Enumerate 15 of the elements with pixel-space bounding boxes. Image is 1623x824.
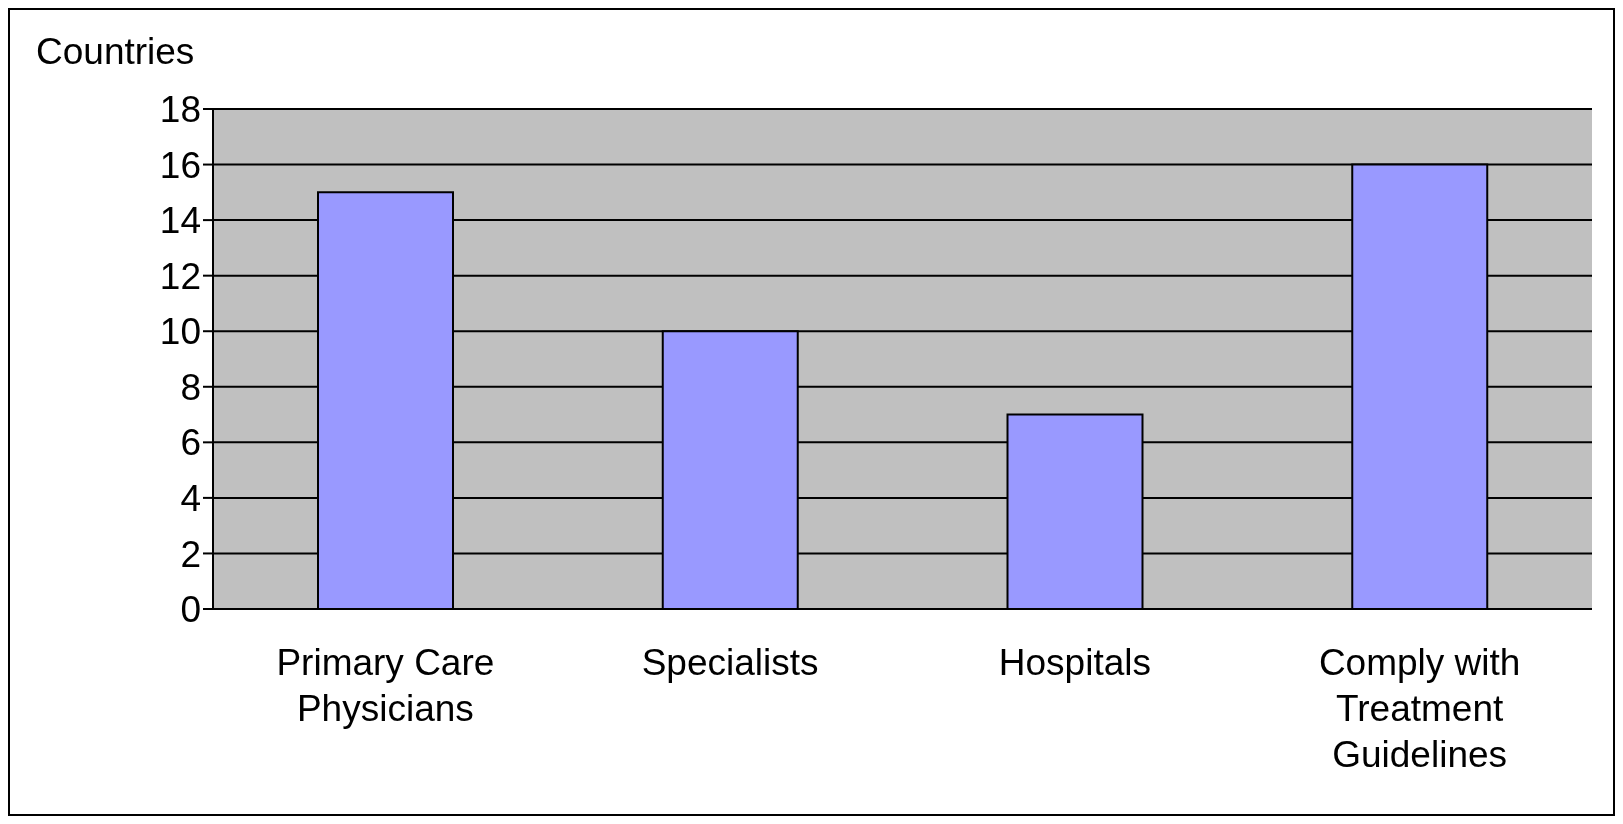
- y-tick-label: 12: [159, 255, 201, 297]
- x-tick-label: Hospitals: [998, 642, 1151, 683]
- y-tick-label: 0: [180, 589, 201, 631]
- y-tick-label: 16: [159, 144, 201, 186]
- y-tick-label: 2: [180, 533, 201, 575]
- x-tick-label: Specialists: [641, 642, 819, 683]
- y-tick-label: 10: [159, 311, 201, 353]
- y-tick-label: 8: [180, 366, 201, 408]
- y-tick-label: 4: [180, 478, 201, 520]
- y-tick-label: 6: [180, 422, 201, 464]
- x-tick-label: Primary Care Physicians: [276, 642, 495, 729]
- y-tick-label: 14: [159, 200, 201, 242]
- y-axis-title: Countries: [36, 30, 195, 74]
- x-tick-label: Comply with Treatment Guidelines: [1318, 642, 1521, 775]
- y-tick-label: 18: [159, 89, 201, 131]
